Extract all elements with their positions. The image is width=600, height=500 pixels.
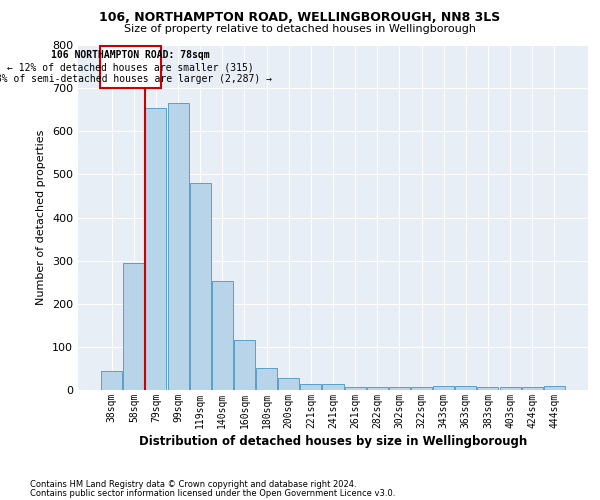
Text: ← 12% of detached houses are smaller (315): ← 12% of detached houses are smaller (31… (7, 62, 254, 72)
Bar (145, 108, 166, 390)
Bar (411, 387, 432, 390)
Bar (301, 384, 322, 390)
Bar (500, 387, 521, 390)
Bar (322, 384, 344, 390)
Bar (389, 387, 410, 390)
Bar (367, 387, 388, 390)
X-axis label: Distribution of detached houses by size in Wellingborough: Distribution of detached houses by size … (139, 435, 527, 448)
Bar (544, 386, 565, 390)
Bar (256, 368, 277, 390)
Text: Contains public sector information licensed under the Open Government Licence v3: Contains public sector information licen… (30, 488, 395, 498)
Bar (234, 340, 255, 390)
Y-axis label: Number of detached properties: Number of detached properties (37, 130, 46, 305)
Bar (190, 183, 211, 390)
Bar (101, 370, 122, 390)
Bar (455, 386, 476, 390)
Text: 88% of semi-detached houses are larger (2,287) →: 88% of semi-detached houses are larger (… (0, 74, 272, 85)
Bar (521, 387, 542, 390)
Text: 106, NORTHAMPTON ROAD, WELLINGBOROUGH, NN8 3LS: 106, NORTHAMPTON ROAD, WELLINGBOROUGH, N… (100, 11, 500, 24)
FancyBboxPatch shape (100, 46, 161, 88)
Text: Contains HM Land Registry data © Crown copyright and database right 2024.: Contains HM Land Registry data © Crown c… (30, 480, 356, 489)
Bar (433, 386, 454, 390)
Bar (212, 282, 233, 390)
Bar (478, 387, 499, 390)
Text: 106 NORTHAMPTON ROAD: 78sqm: 106 NORTHAMPTON ROAD: 78sqm (52, 50, 210, 60)
Bar (344, 386, 365, 390)
Bar (278, 378, 299, 390)
Bar (124, 263, 145, 390)
Text: Size of property relative to detached houses in Wellingborough: Size of property relative to detached ho… (124, 24, 476, 34)
Bar (167, 103, 188, 390)
